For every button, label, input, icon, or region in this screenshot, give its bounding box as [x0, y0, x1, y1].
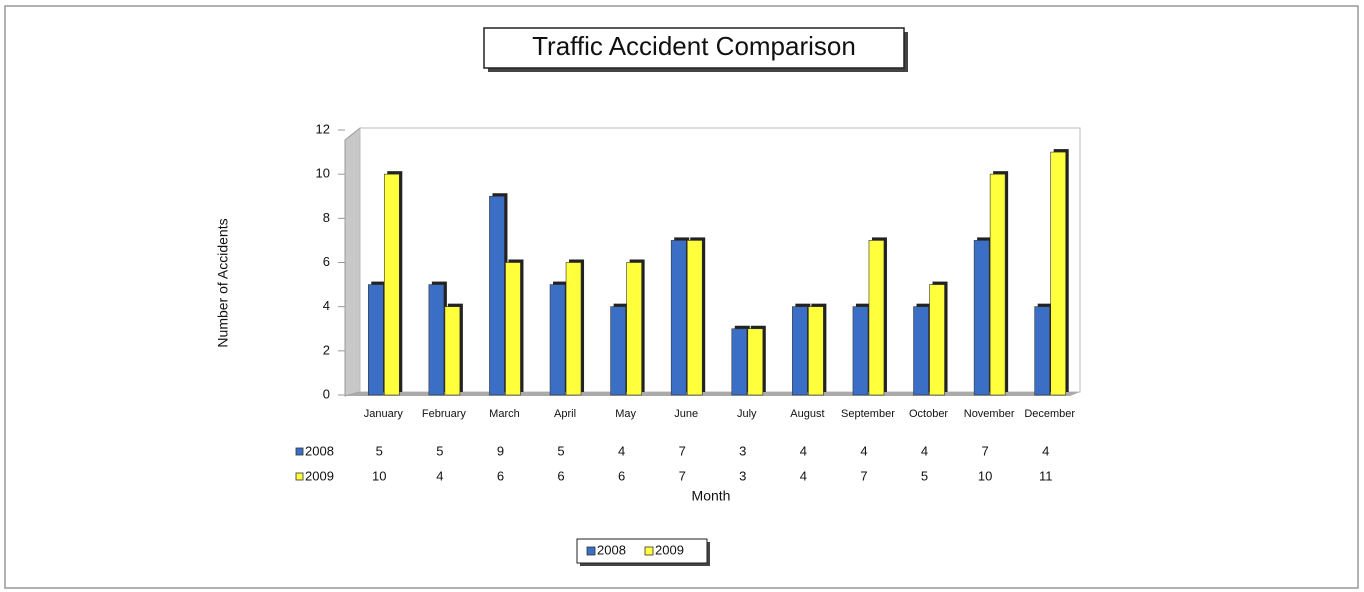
bar: [367, 284, 384, 396]
x-tick-label: June: [674, 408, 698, 420]
table-value: 11: [1039, 468, 1053, 483]
x-axis-title: Month: [692, 488, 731, 504]
bar: [929, 284, 945, 396]
bar: [670, 240, 687, 396]
bar: [505, 262, 521, 396]
chart-frame: [4, 5, 1359, 589]
x-tick-label: May: [615, 408, 636, 420]
bar: [792, 306, 808, 396]
table-series-name: 2009: [305, 468, 334, 483]
title-box: [483, 27, 905, 69]
x-tick-label: December: [1024, 408, 1075, 420]
x-tick-label: July: [737, 408, 757, 420]
table-value: 5: [436, 443, 443, 458]
y-axis-title: Number of Accidents: [215, 218, 231, 347]
x-tick-label: September: [841, 408, 895, 420]
table-legend-key: [295, 472, 304, 481]
x-tick-label: March: [489, 408, 520, 420]
bar: [731, 328, 748, 396]
y-tick-label: 8: [323, 210, 330, 225]
bar: [489, 195, 505, 396]
bar: [808, 306, 824, 396]
bar: [852, 306, 869, 396]
table-value: 3: [739, 468, 746, 483]
table-value: 4: [860, 443, 867, 458]
table-value: 6: [618, 468, 625, 483]
table-value: 4: [800, 468, 807, 483]
table-value: 4: [618, 443, 625, 458]
table-value: 7: [679, 443, 686, 458]
bar: [383, 173, 400, 396]
bar: [1034, 306, 1051, 396]
table-value: 5: [376, 443, 383, 458]
side-wall: [344, 126, 361, 397]
legend-key: [586, 546, 596, 556]
table-value: 4: [1042, 443, 1049, 458]
y-tick-label: 0: [323, 386, 330, 401]
x-tick-label: April: [554, 408, 576, 420]
bar: [913, 306, 929, 396]
plot-area: [359, 127, 1081, 393]
table-value: 4: [921, 443, 928, 458]
table-value: 7: [982, 443, 989, 458]
bar: [549, 284, 566, 396]
bar: [989, 173, 1006, 396]
bar: [686, 240, 703, 396]
table-legend-key: [295, 447, 304, 456]
y-tick-label: 12: [316, 121, 330, 136]
bar: [610, 306, 626, 396]
table-value: 5: [557, 443, 564, 458]
chart-title: Traffic Accident Comparison: [532, 31, 856, 61]
x-tick-label: August: [790, 408, 824, 420]
floor: [345, 392, 1080, 396]
table-value: 4: [436, 468, 443, 483]
bar: [747, 328, 764, 396]
table-value: 9: [497, 443, 504, 458]
x-tick-label: October: [909, 408, 948, 420]
table-value: 10: [978, 468, 992, 483]
table-value: 5: [921, 468, 928, 483]
bar: [1050, 151, 1067, 396]
bar: [428, 284, 445, 396]
x-tick-label: November: [964, 408, 1015, 420]
legend-label: 2008: [597, 542, 626, 557]
table-value: 6: [497, 468, 504, 483]
table-series-name: 2008: [305, 443, 334, 458]
table-value: 10: [372, 468, 386, 483]
legend-label: 2009: [655, 542, 684, 557]
bar: [626, 262, 642, 396]
x-tick-label: January: [364, 408, 404, 420]
table-value: 4: [800, 443, 807, 458]
legend-box: [576, 538, 708, 564]
bar: [565, 262, 582, 396]
x-tick-label: February: [422, 408, 467, 420]
table-value: 7: [860, 468, 867, 483]
y-tick-label: 10: [316, 166, 330, 181]
y-tick-label: 4: [323, 298, 330, 313]
y-tick-label: 2: [323, 342, 330, 357]
bar: [444, 306, 461, 396]
table-value: 3: [739, 443, 746, 458]
y-tick-label: 6: [323, 254, 330, 269]
table-value: 6: [557, 468, 564, 483]
bar: [973, 240, 990, 396]
bar: [868, 240, 885, 396]
legend-key: [644, 546, 654, 556]
table-value: 7: [679, 468, 686, 483]
